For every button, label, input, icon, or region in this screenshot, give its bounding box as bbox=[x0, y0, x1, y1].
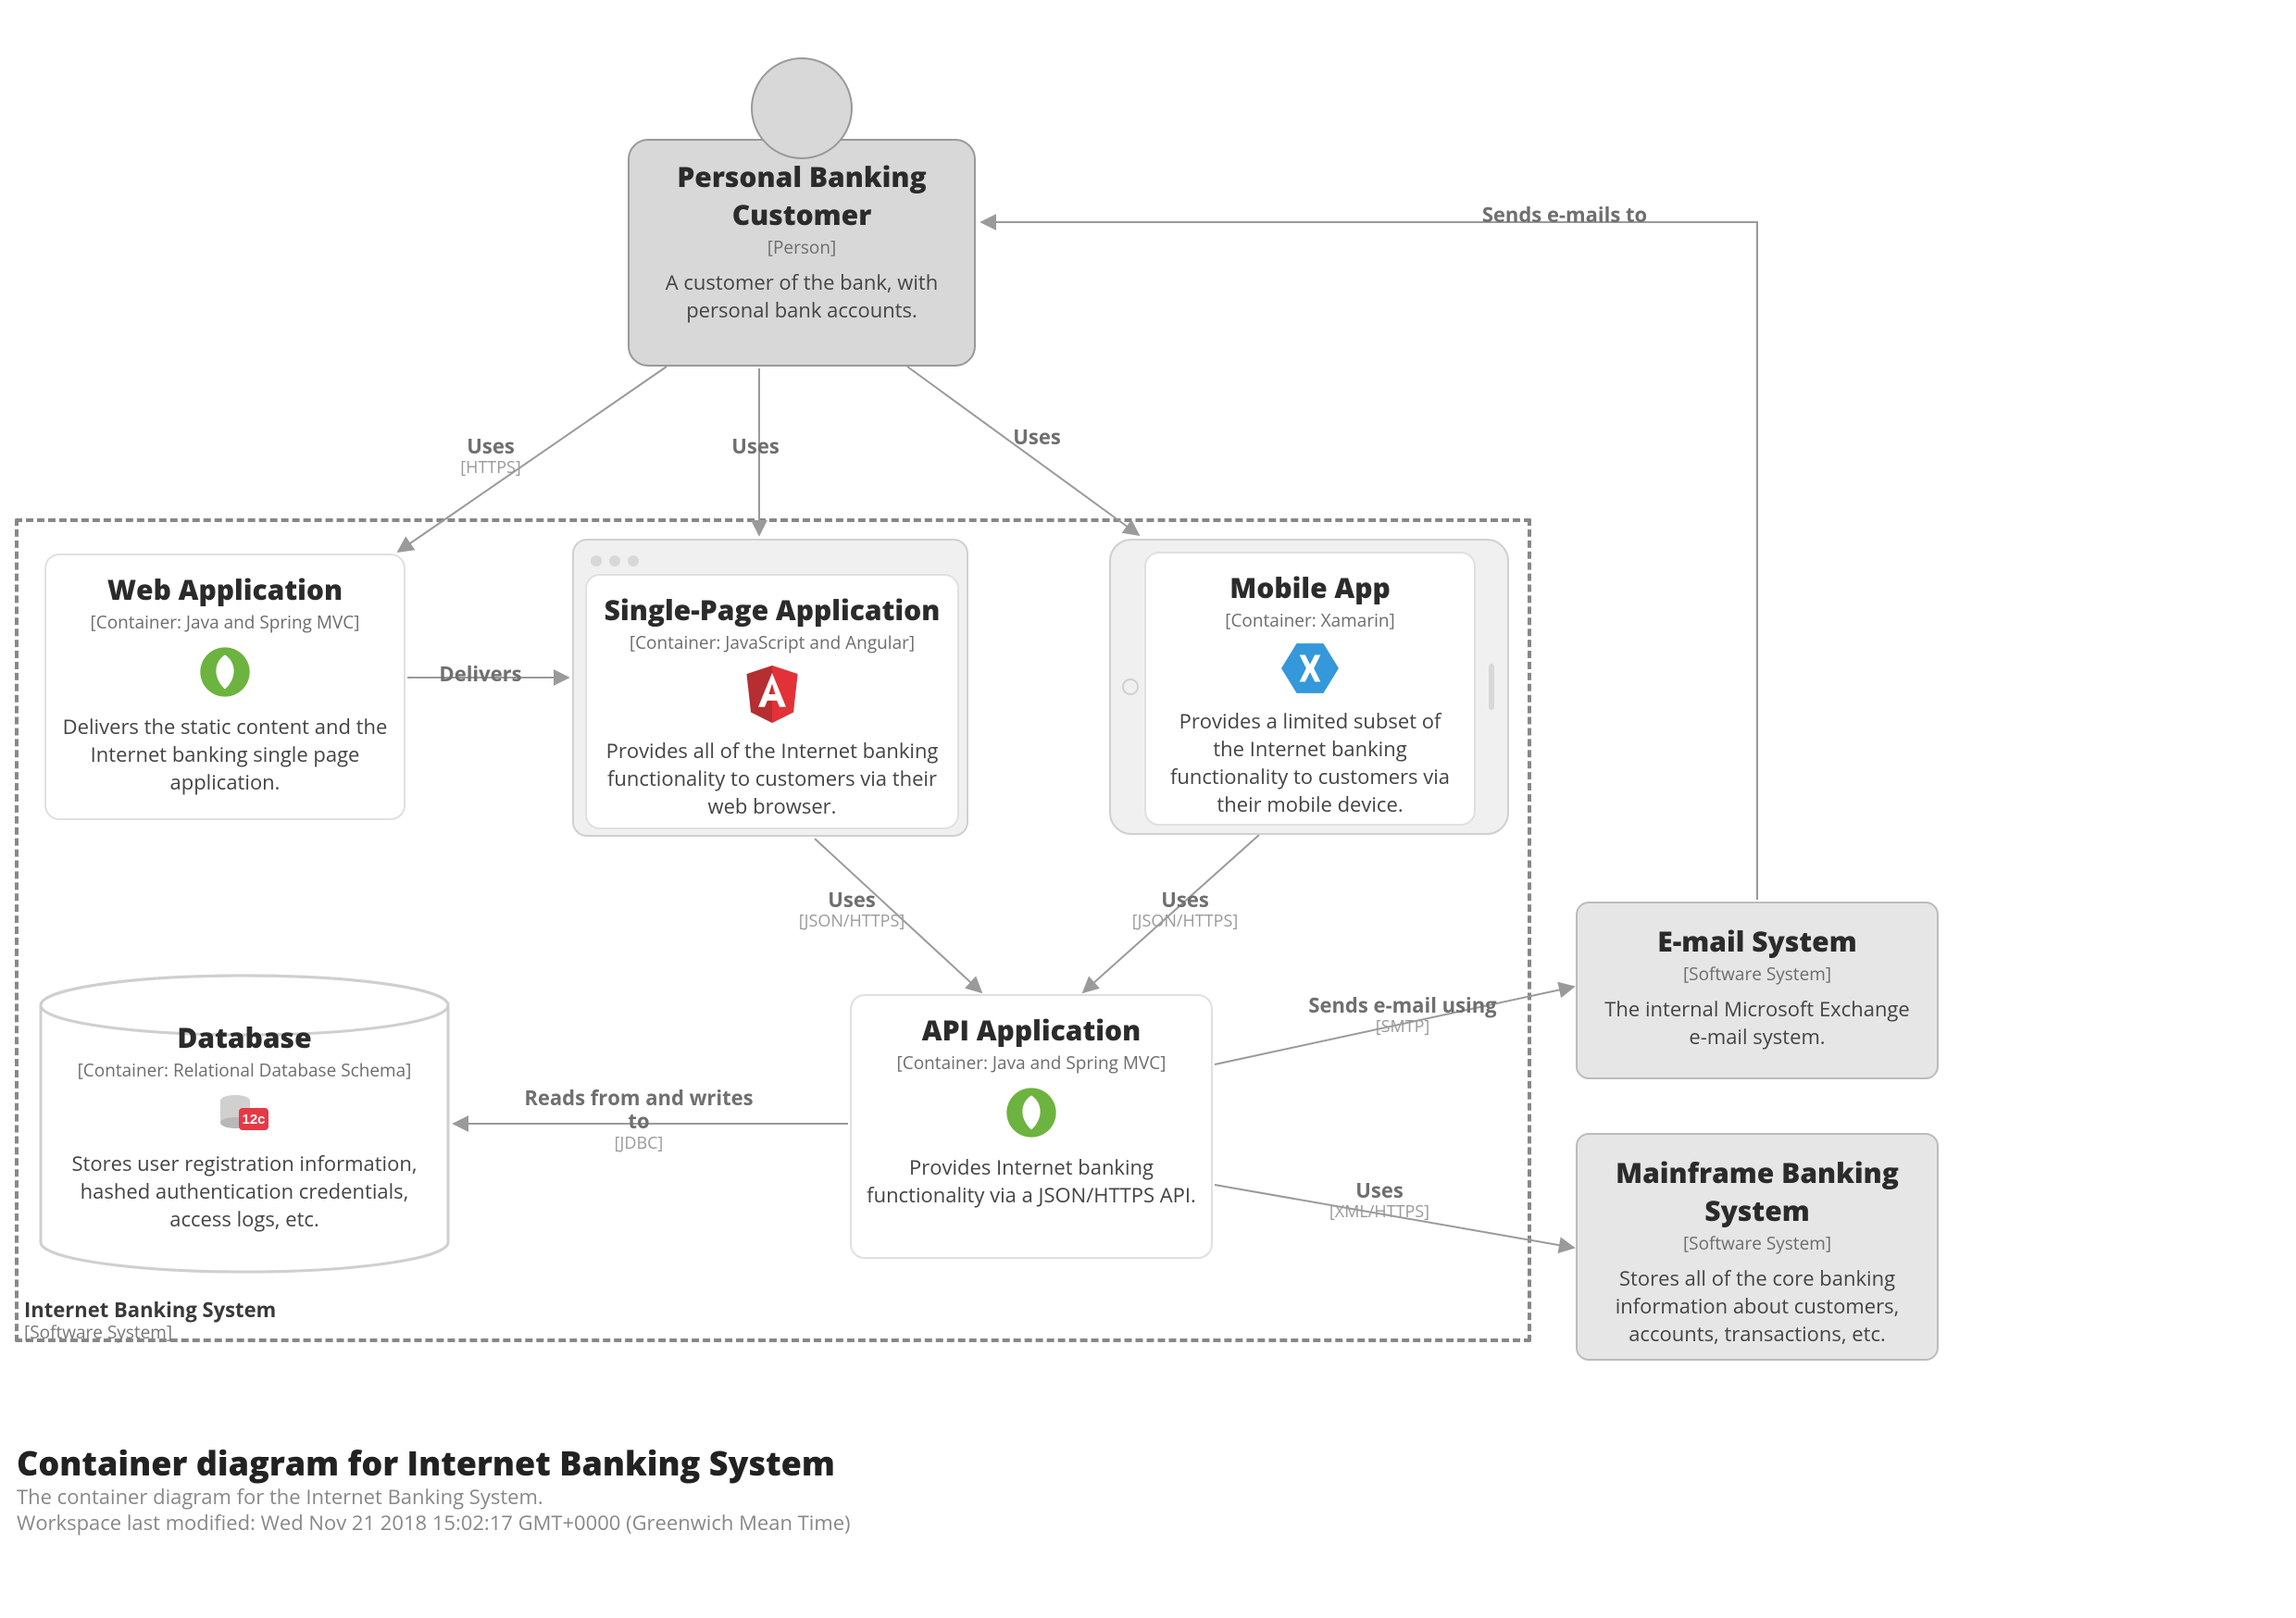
edge-label-uses-spa: Uses bbox=[700, 435, 811, 458]
spa-browser-frame: Single-Page Application [Container: Java… bbox=[572, 539, 968, 837]
spa-subtype: [Container: JavaScript and Angular] bbox=[602, 630, 942, 654]
container-mobile-app: Mobile App [Container: Xamarin] Provides… bbox=[1144, 552, 1476, 826]
external-mainframe-banking-system: Mainframe Banking System [Software Syste… bbox=[1576, 1133, 1939, 1361]
diagram-subtitle-line2: Workspace last modified: Wed Nov 21 2018… bbox=[17, 1509, 851, 1537]
spa-desc: Provides all of the Internet banking fun… bbox=[602, 737, 942, 820]
mobile-desc: Provides a limited subset of the Interne… bbox=[1161, 707, 1459, 818]
spring-icon bbox=[61, 645, 389, 703]
spring-icon bbox=[867, 1086, 1196, 1144]
mobile-title: Mobile App bbox=[1161, 568, 1459, 606]
edge-label-sends-emails-to: Sends e-mails to bbox=[1444, 204, 1685, 227]
mainframe-subtype: [Software System] bbox=[1594, 1231, 1920, 1255]
edge-label-delivers: Delivers bbox=[420, 663, 541, 686]
mobile-home-button-icon bbox=[1122, 678, 1139, 695]
svg-text:12c: 12c bbox=[242, 1112, 265, 1127]
email-title: E-mail System bbox=[1594, 922, 1920, 960]
person-personal-banking-customer: Personal Banking Customer [Person] A cus… bbox=[628, 139, 976, 367]
mainframe-title: Mainframe Banking System bbox=[1594, 1153, 1920, 1229]
webapp-subtype: [Container: Java and Spring MVC] bbox=[61, 610, 389, 634]
edge-label-uses-json-spa: Uses [JSON/HTTPS] bbox=[768, 889, 935, 931]
api-subtype: [Container: Java and Spring MVC] bbox=[867, 1051, 1196, 1075]
edge-label-uses-mobile: Uses bbox=[981, 426, 1092, 449]
edge-label-reads-writes: Reads from and writes to [JDBC] bbox=[518, 1087, 759, 1152]
person-subtype: [Person] bbox=[641, 235, 963, 259]
api-title: API Application bbox=[867, 1011, 1196, 1049]
person-title: Personal Banking Customer bbox=[641, 157, 963, 233]
container-api-application: API Application [Container: Java and Spr… bbox=[850, 994, 1213, 1259]
angular-icon bbox=[602, 666, 942, 728]
diagram-canvas: Internet Banking System [Software System… bbox=[0, 0, 2296, 1618]
db-title: Database bbox=[37, 1018, 452, 1056]
mainframe-desc: Stores all of the core banking informati… bbox=[1594, 1264, 1920, 1348]
spa-title: Single-Page Application bbox=[602, 591, 942, 629]
mobile-speaker-icon bbox=[1489, 664, 1494, 710]
external-email-system: E-mail System [Software System] The inte… bbox=[1576, 902, 1939, 1079]
email-subtype: [Software System] bbox=[1594, 962, 1920, 986]
person-head-icon bbox=[751, 57, 853, 159]
diagram-title: Container diagram for Internet Banking S… bbox=[17, 1440, 835, 1486]
db-desc: Stores user registration information, ha… bbox=[37, 1150, 452, 1233]
webapp-title: Web Application bbox=[61, 570, 389, 608]
container-single-page-application: Single-Page Application [Container: Java… bbox=[585, 574, 959, 829]
mobile-device-frame: Mobile App [Container: Xamarin] Provides… bbox=[1109, 539, 1509, 835]
webapp-desc: Delivers the static content and the Inte… bbox=[61, 713, 389, 796]
email-desc: The internal Microsoft Exchange e-mail s… bbox=[1594, 995, 1920, 1051]
db-subtype: [Container: Relational Database Schema] bbox=[37, 1058, 452, 1082]
mobile-subtype: [Container: Xamarin] bbox=[1161, 608, 1459, 632]
diagram-subtitle-line1: The container diagram for the Internet B… bbox=[17, 1483, 543, 1511]
container-database: Database [Container: Relational Database… bbox=[37, 972, 452, 1276]
api-desc: Provides Internet banking functionality … bbox=[867, 1153, 1196, 1209]
boundary-sublabel: [Software System] bbox=[24, 1320, 172, 1344]
xamarin-icon bbox=[1161, 643, 1459, 698]
browser-window-controls-icon bbox=[585, 552, 955, 574]
person-desc: A customer of the bank, with personal ba… bbox=[641, 268, 963, 324]
edge-label-uses-json-mobile: Uses [JSON/HTTPS] bbox=[1102, 889, 1268, 931]
edge-label-sends-email-using: Sends e-mail using [SMTP] bbox=[1305, 994, 1500, 1037]
edge-label-uses-xml: Uses [XML/HTTPS] bbox=[1296, 1179, 1463, 1222]
container-web-application: Web Application [Container: Java and Spr… bbox=[44, 554, 406, 820]
edge-label-uses-https: Uses [HTTPS] bbox=[426, 435, 555, 478]
oracle-database-icon: 12c bbox=[37, 1093, 452, 1140]
